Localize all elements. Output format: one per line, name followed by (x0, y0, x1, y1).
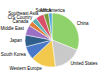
svg-text:China: China (77, 21, 89, 26)
svg-text:Japan: Japan (10, 38, 23, 43)
svg-text:United States: United States (70, 61, 98, 66)
svg-text:South America: South America (35, 8, 65, 13)
svg-text:CIS Country: CIS Country (7, 15, 33, 20)
svg-text:Western Europe: Western Europe (9, 66, 42, 71)
svg-text:Canada: Canada (12, 19, 29, 25)
svg-text:Middle East: Middle East (1, 26, 25, 31)
svg-text:South Korea: South Korea (1, 52, 27, 57)
svg-text:Southeast Asia: Southeast Asia (8, 11, 39, 16)
